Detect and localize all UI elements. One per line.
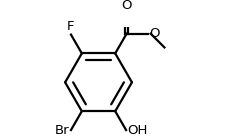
Text: Br: Br (55, 124, 70, 137)
Text: O: O (148, 27, 159, 40)
Text: F: F (67, 20, 74, 33)
Text: O: O (121, 0, 131, 12)
Text: OH: OH (127, 124, 147, 137)
